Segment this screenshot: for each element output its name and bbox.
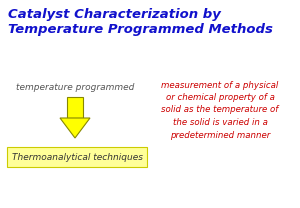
FancyBboxPatch shape: [7, 147, 147, 167]
Text: temperature programmed: temperature programmed: [16, 83, 134, 93]
Text: Catalyst Characterization by
Temperature Programmed Methods: Catalyst Characterization by Temperature…: [8, 8, 273, 36]
Text: Thermoanalytical techniques: Thermoanalytical techniques: [11, 152, 142, 161]
Polygon shape: [60, 118, 90, 138]
Text: measurement of a physical
or chemical property of a
solid as the temperature of
: measurement of a physical or chemical pr…: [161, 80, 279, 140]
Bar: [67, 97, 83, 118]
